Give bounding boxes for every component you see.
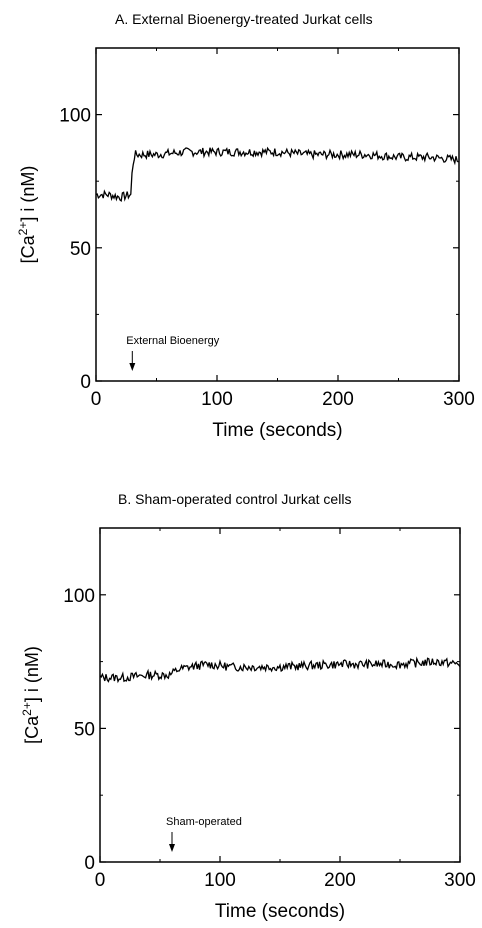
series-line xyxy=(99,656,461,684)
annotation-label: Sham-operated xyxy=(166,816,242,828)
plot-frame xyxy=(95,47,460,382)
annotation-label: External Bioenergy xyxy=(126,335,219,347)
y-tick-label: 0 xyxy=(84,853,95,874)
chart-title: B. Sham-operated control Jurkat cells xyxy=(118,491,351,507)
chart-title: A. External Bioenergy-treated Jurkat cel… xyxy=(115,11,373,27)
x-tick-label: 100 xyxy=(204,870,236,891)
x-tick-label: 0 xyxy=(95,870,106,891)
chart-panel-a: A. External Bioenergy-treated Jurkat cel… xyxy=(16,11,475,441)
x-tick-label: 100 xyxy=(201,389,233,410)
x-tick-label: 0 xyxy=(91,389,102,410)
x-tick-label: 200 xyxy=(324,870,356,891)
chart-panel-b: B. Sham-operated control Jurkat cells 0 10… xyxy=(20,491,476,922)
y-tick-label: 100 xyxy=(59,106,91,127)
x-axis-label: Time (seconds) xyxy=(212,420,342,441)
y-tick-label: 50 xyxy=(70,239,91,260)
y-tick-label: 50 xyxy=(74,719,95,740)
series-line xyxy=(95,146,459,202)
x-axis-label: Time (seconds) xyxy=(215,901,345,922)
y-tick-label: 100 xyxy=(63,586,95,607)
y-tick-label: 0 xyxy=(80,372,91,393)
y-axis-label: [Ca2+] i (nM) xyxy=(20,646,42,744)
plot-frame xyxy=(99,527,461,863)
y-axis-label: [Ca2+] i (nM) xyxy=(16,166,38,264)
annotation-arrow-head xyxy=(129,363,136,371)
x-tick-label: 300 xyxy=(443,389,475,410)
x-tick-label: 200 xyxy=(322,389,354,410)
x-tick-label: 300 xyxy=(444,870,476,891)
annotation-arrow-head xyxy=(169,844,175,852)
